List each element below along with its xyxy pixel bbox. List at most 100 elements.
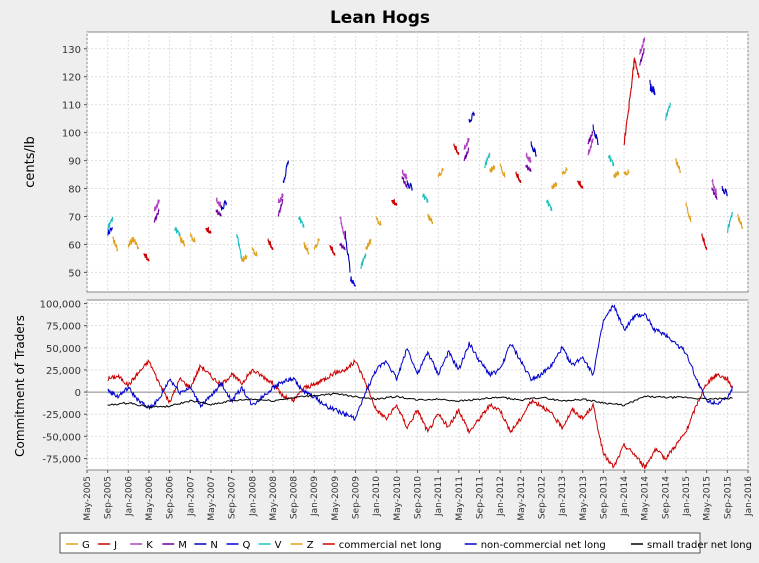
legend-label: Z [307, 540, 314, 551]
x-tick-label: Jan-2010 [372, 476, 382, 517]
x-tick-label: Jan-2008 [248, 476, 258, 517]
price-series-j-segment [577, 180, 584, 189]
price-y-tick-label: 70 [68, 213, 81, 224]
x-tick-label: May-2011 [455, 476, 465, 521]
price-series-m-segment [277, 198, 284, 217]
x-tick-label: May-2008 [269, 476, 279, 521]
x-tick-label: Jan-2016 [744, 476, 754, 517]
x-tick-label: Sep-2015 [723, 476, 733, 519]
x-tick-label: May-2012 [517, 476, 527, 521]
price-series-v-segment [664, 102, 672, 121]
price-series-j-segment [623, 56, 640, 146]
price-series-z-segment [112, 236, 119, 252]
legend-label: G [82, 540, 90, 551]
price-series-m-segment [711, 187, 718, 200]
price-series-n-segment [468, 111, 475, 123]
legend-box [59, 532, 701, 554]
price-series-z-segment [179, 236, 186, 247]
cot-y-tick-label: -25,000 [42, 410, 81, 421]
price-series-g-segment [623, 169, 630, 176]
price-series-k-segment [525, 152, 532, 164]
price-series-n-segment [530, 141, 537, 157]
price-series-n-segment [344, 230, 351, 273]
x-tick-label: Sep-2014 [661, 476, 671, 519]
x-tick-label: May-2014 [641, 476, 651, 521]
price-series-v-segment [608, 154, 615, 167]
price-y-tick-label: 60 [68, 240, 81, 251]
price-series-k-segment [587, 138, 594, 156]
price-series-v-segment [174, 226, 181, 237]
x-tick-label: Jan-2007 [186, 476, 196, 517]
price-y-axis-label: cents/lb [23, 136, 38, 188]
cot-y-tick-label: 0 [75, 388, 81, 399]
price-series-z-segment [365, 238, 372, 250]
price-series-k-segment [711, 179, 718, 196]
price-series-g-segment [189, 233, 196, 243]
price-series-j-segment [391, 198, 398, 206]
price-series-k-segment [215, 197, 222, 209]
price-y-tick-label: 50 [68, 268, 81, 279]
x-tick-label: Jan-2015 [682, 476, 692, 517]
legend-label: small trader net long [647, 540, 752, 551]
x-tick-label: May-2005 [83, 476, 93, 521]
price-series-m-segment [215, 209, 222, 217]
legend-label: M [178, 540, 187, 551]
price-series-k-segment [277, 193, 284, 204]
legend-label: V [275, 540, 282, 551]
cot-y-tick-label: 50,000 [46, 344, 81, 355]
cot-y-tick-label: -75,000 [42, 454, 81, 465]
x-tick-label: Sep-2006 [166, 476, 176, 519]
price-series-z-segment [675, 158, 682, 174]
price-series-q-segment [107, 227, 113, 236]
price-series-n-segment [721, 185, 728, 197]
price-series-n-segment [282, 160, 289, 184]
legend-label: commercial net long [339, 540, 442, 551]
legend-label: non-commercial net long [481, 540, 606, 551]
price-series-k-segment [401, 169, 408, 181]
x-tick-label: Jan-2011 [434, 476, 444, 517]
price-series-m-segment [587, 130, 594, 145]
price-series-j-segment [453, 142, 460, 156]
x-tick-label: Sep-2013 [599, 476, 609, 519]
cot-series-non-commercial-net-long [107, 304, 733, 421]
x-tick-label: May-2010 [393, 476, 403, 521]
x-tick-label: Jan-2014 [620, 476, 630, 517]
legend-label: Q [243, 540, 251, 551]
price-series-z-segment [613, 170, 620, 179]
price-series-g-segment [499, 163, 506, 178]
price-series-k-segment [463, 137, 470, 151]
price-series-v-segment [546, 199, 553, 211]
chart-title: Lean Hogs [330, 8, 430, 28]
x-tick-label: May-2006 [145, 476, 155, 521]
price-series-m-segment [463, 146, 470, 161]
price-y-tick-label: 110 [62, 101, 81, 112]
price-series-z-segment [303, 241, 310, 255]
x-tick-label: Sep-2012 [537, 476, 547, 519]
x-tick-label: May-2013 [579, 476, 589, 521]
price-series-j-segment [267, 237, 274, 251]
x-tick-label: May-2007 [207, 476, 217, 521]
price-series-j-segment [329, 245, 336, 256]
cot-y-tick-label: -50,000 [42, 432, 81, 443]
price-series-g-segment [251, 247, 258, 257]
price-series-q-segment [649, 85, 656, 95]
price-series-g-segment [437, 167, 444, 179]
x-tick-label: Jan-2006 [124, 476, 134, 517]
price-series-z-segment [241, 254, 248, 263]
x-tick-label: Jan-2009 [310, 476, 320, 517]
x-tick-label: Jan-2013 [558, 476, 568, 517]
price-series-z-segment [737, 214, 744, 229]
price-series-m-segment [639, 47, 645, 66]
x-tick-label: May-2009 [331, 476, 341, 521]
legend-label: K [146, 540, 153, 551]
price-series-v-segment [236, 233, 243, 262]
cot-y-tick-label: 75,000 [46, 322, 81, 333]
price-y-tick-label: 80 [68, 185, 81, 196]
price-series-k-segment [339, 216, 346, 240]
price-series-n-segment [592, 124, 599, 146]
price-series-g-segment [127, 236, 140, 250]
price-series-q-segment [349, 276, 357, 287]
price-series-j-segment [701, 233, 708, 251]
